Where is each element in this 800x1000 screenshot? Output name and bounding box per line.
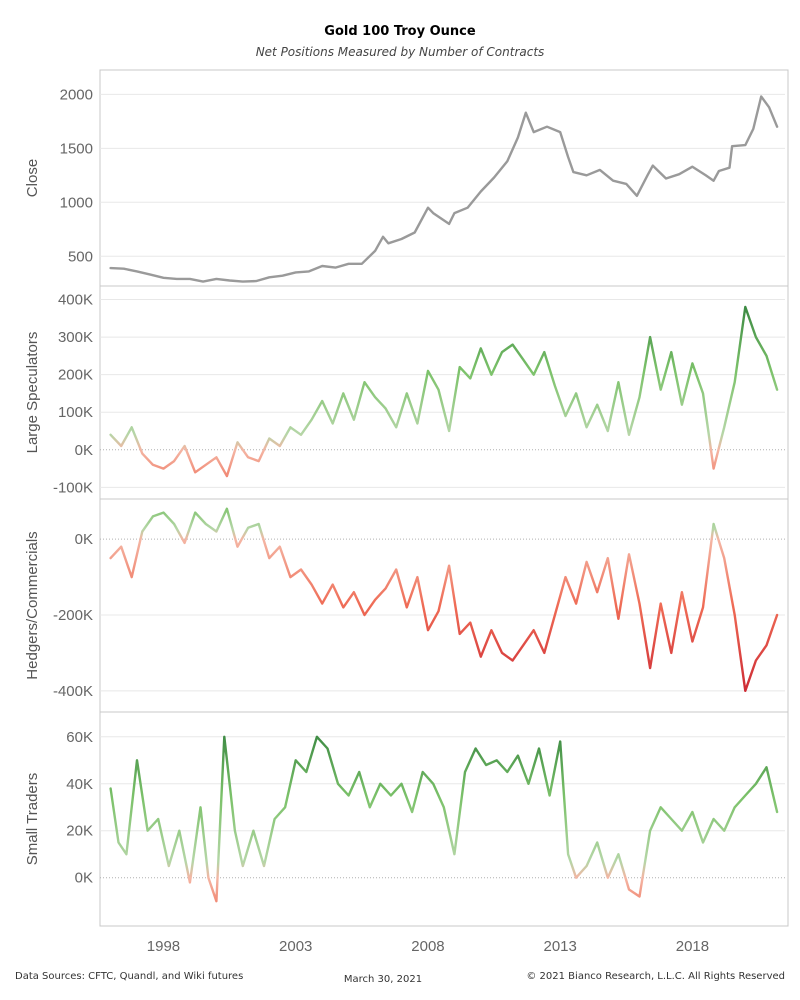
y-tick-label: -400K [53, 683, 93, 700]
x-axis: 1998 2003 2008 2013 2018 [147, 938, 709, 955]
y-tick-label: -200K [53, 607, 93, 624]
copyright-note: © 2021 Bianco Research, L.L.C. All Right… [526, 971, 785, 982]
series-line-small-traders [109, 735, 779, 903]
x-tick-label: 2013 [544, 938, 577, 955]
chart-subtitle: Net Positions Measured by Number of Cont… [256, 45, 545, 59]
panel-large-speculators: -100K 0K 100K 200K 300K 400K Large Speculators [24, 285, 789, 500]
x-tick-label: 2018 [676, 938, 709, 955]
y-tick-label: 500 [68, 248, 93, 265]
series-line-close [109, 95, 779, 283]
panel-frame [99, 69, 789, 287]
y-tick-label: -100K [53, 479, 93, 496]
y-axis-label: Large Speculators [24, 332, 41, 454]
series-line-large-speculators [109, 305, 779, 478]
y-tick-label: 1500 [60, 140, 93, 157]
x-tick-label: 1998 [147, 938, 180, 955]
y-tick-label: 2000 [60, 86, 93, 103]
panel-hedgers-commercials: -400K -200K 0K Hedgers/Commercials [24, 498, 789, 713]
report-date: March 30, 2021 [344, 974, 422, 985]
y-tick-label: 20K [66, 823, 93, 840]
y-tick-label: 0K [75, 442, 93, 459]
series-line-hedgers-commercials [109, 507, 779, 692]
y-axis-label: Small Traders [24, 773, 41, 866]
panel-close: 500 1000 1500 2000 Close [24, 69, 789, 287]
panel-small-traders: 0K 20K 40K 60K Small Traders [24, 711, 789, 927]
chart-title: Gold 100 Troy Ounce [324, 24, 476, 39]
data-sources-note: Data Sources: CFTC, Quandl, and Wiki fut… [15, 971, 243, 982]
chart-panels: 500 1000 1500 2000 Close -100K 0K 100K 200K 300K 4… [24, 69, 789, 927]
y-tick-label: 40K [66, 776, 93, 793]
y-tick-label: 0K [75, 870, 93, 887]
y-tick-label: 1000 [60, 194, 93, 211]
y-axis-label: Hedgers/Commercials [24, 531, 41, 679]
x-tick-label: 2008 [411, 938, 444, 955]
y-tick-label: 0K [75, 531, 93, 548]
x-tick-label: 2003 [279, 938, 312, 955]
y-tick-label: 100K [58, 404, 93, 421]
y-tick-label: 60K [66, 729, 93, 746]
y-tick-label: 200K [58, 367, 93, 384]
y-axis-label: Close [24, 159, 41, 197]
y-tick-label: 400K [58, 292, 93, 309]
y-tick-label: 300K [58, 329, 93, 346]
panel-frame [99, 711, 789, 927]
